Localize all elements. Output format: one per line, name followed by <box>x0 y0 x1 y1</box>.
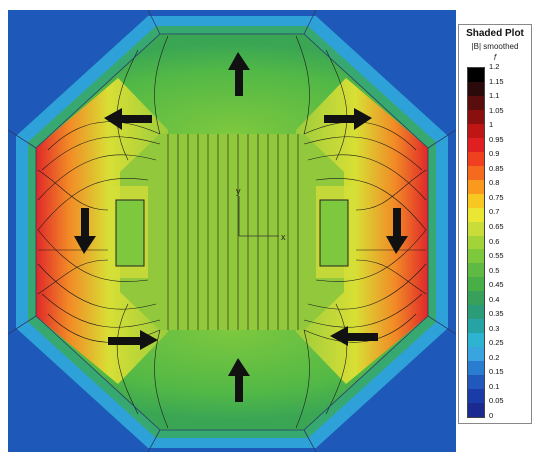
legend-tick-label: 0.95 <box>489 134 504 144</box>
force-arrows <box>74 52 408 402</box>
legend-swatch <box>468 151 484 167</box>
legend-swatch <box>468 389 484 404</box>
legend-tick-label: 0.55 <box>489 251 504 261</box>
right-window <box>319 199 349 267</box>
arrow-up-bottom <box>228 358 250 402</box>
legend-swatch <box>468 95 484 111</box>
legend-swatch <box>468 123 484 139</box>
legend-swatch <box>468 291 484 306</box>
center-region <box>120 134 344 330</box>
legend-tick-label: 0.4 <box>489 294 500 304</box>
legend-swatch <box>468 68 484 83</box>
legend-title: Shaded Plot <box>466 28 524 39</box>
field-plot: x y <box>8 10 456 452</box>
legend-subtitle-2: f <box>493 53 497 62</box>
top-region <box>104 34 360 134</box>
legend-swatch <box>468 249 484 264</box>
legend-tick-label: 0 <box>489 411 494 420</box>
legend-swatch <box>468 333 484 348</box>
legend-tick-label: 1.05 <box>489 105 504 115</box>
arrow-down-right <box>386 208 408 254</box>
legend-tick-label: 0.2 <box>489 352 500 362</box>
legend-swatch <box>468 109 484 125</box>
legend-subtitle: |B| smoothed <box>471 42 519 51</box>
legend-swatch <box>468 137 484 153</box>
legend-tick-label: 1.2 <box>489 62 500 71</box>
legend-tick-label: 0.35 <box>489 309 504 319</box>
legend-color-bar <box>467 67 485 418</box>
arrow-up-top <box>228 52 250 96</box>
legend-swatch <box>468 361 484 376</box>
legend-tick-label: 0.15 <box>489 367 504 377</box>
arrow-right-bottom <box>108 330 158 350</box>
legend-swatch <box>468 403 484 418</box>
legend-tick-label: 0.6 <box>489 236 500 246</box>
left-window <box>115 199 145 267</box>
arrow-left-top <box>104 108 152 130</box>
legend-swatch <box>468 375 484 390</box>
legend-tick-label: 1.15 <box>489 76 504 86</box>
legend-tick-label: 0.05 <box>489 396 504 406</box>
legend-swatch <box>468 305 484 320</box>
flux-lines <box>37 35 427 429</box>
legend-swatch <box>468 193 484 209</box>
legend-tick-label: 0.8 <box>489 178 500 188</box>
legend-swatch <box>468 319 484 334</box>
bottom-region <box>104 330 360 430</box>
y-axis-label: y <box>236 186 241 196</box>
boundary-lines <box>8 10 456 452</box>
legend-tick-label: 0.1 <box>489 381 500 391</box>
legend-tick-label: 0.65 <box>489 221 504 231</box>
right-hot-region <box>296 78 428 384</box>
legend-tick-label: 1.1 <box>489 91 500 101</box>
axis-markers: x y <box>236 186 286 242</box>
legend-swatch <box>468 263 484 278</box>
legend-tick-label: 0.85 <box>489 163 504 173</box>
legend-tick-label: 0.7 <box>489 207 500 217</box>
x-axis-label: x <box>281 232 286 242</box>
legend-swatch <box>468 235 484 250</box>
color-legend: Shaded Plot |B| smoothed f 1.2 1.15 1.1 1.0… <box>458 24 532 424</box>
legend-swatch <box>468 165 484 181</box>
legend-tick-label: 0.3 <box>489 323 500 333</box>
legend-tick-label: 0.75 <box>489 192 504 202</box>
legend-swatch <box>468 207 484 223</box>
legend-swatch <box>468 179 484 195</box>
legend-tick-label: 0.45 <box>489 280 504 290</box>
legend-swatch <box>468 277 484 292</box>
legend-tick-label: 1 <box>489 120 494 130</box>
legend-tick-label: 0.5 <box>489 265 500 275</box>
legend-swatch <box>468 347 484 362</box>
arrow-down-left <box>74 208 96 254</box>
arrow-left-bottom <box>330 326 378 346</box>
legend-swatch <box>468 221 484 236</box>
legend-swatch <box>468 81 484 97</box>
legend-tick-label: 0.25 <box>489 338 504 348</box>
legend-tick-label: 0.9 <box>489 149 500 159</box>
arrow-right-top <box>324 108 372 130</box>
left-hot-region <box>36 78 168 384</box>
